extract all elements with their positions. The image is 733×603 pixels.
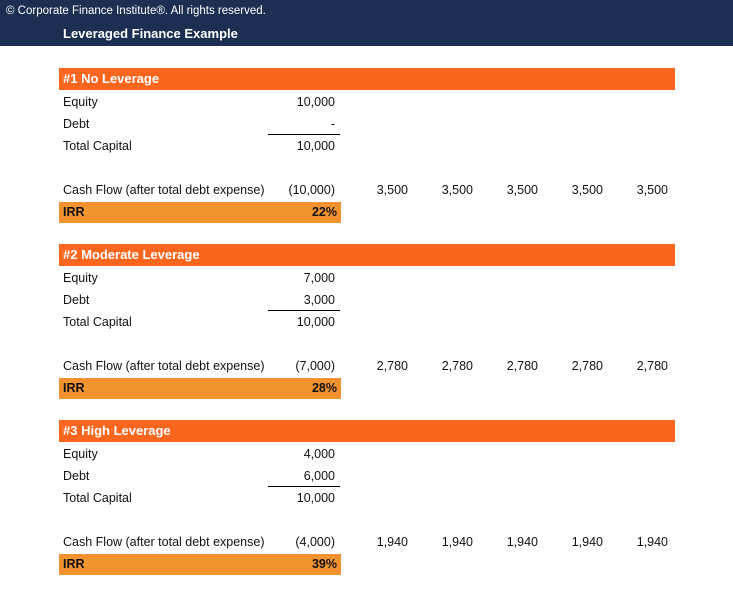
equity-label: Equity — [63, 95, 98, 109]
cash-flow-label: Cash Flow (after total debt expense) — [63, 183, 265, 197]
irr-value[interactable]: 39% — [311, 557, 337, 571]
debt-label: Debt — [63, 293, 90, 307]
cash-flow-year-1[interactable]: 2,780 — [376, 359, 408, 373]
irr-value[interactable]: 28% — [311, 381, 337, 395]
section-moderate-leverage: #2 Moderate Leverage Equity 7,000 Debt 3… — [0, 244, 733, 399]
cash-flow-year-3[interactable]: 3,500 — [506, 183, 538, 197]
section-title: #3 High Leverage — [59, 420, 675, 442]
cash-flow-year-0[interactable]: (7,000) — [295, 359, 335, 373]
sheet-title: Leveraged Finance Example — [63, 26, 238, 41]
section-title: #1 No Leverage — [59, 68, 675, 90]
cash-flow-year-2[interactable]: 1,940 — [441, 535, 473, 549]
debt-label: Debt — [63, 117, 90, 131]
equity-label: Equity — [63, 271, 98, 285]
cash-flow-year-2[interactable]: 2,780 — [441, 359, 473, 373]
total-capital-value[interactable]: 10,000 — [296, 315, 335, 329]
cash-flow-label: Cash Flow (after total debt expense) — [63, 535, 265, 549]
equity-value[interactable]: 4,000 — [303, 447, 335, 461]
equity-label: Equity — [63, 447, 98, 461]
debt-value[interactable]: 6,000 — [303, 469, 335, 483]
cash-flow-year-4[interactable]: 1,940 — [571, 535, 603, 549]
total-capital-value[interactable]: 10,000 — [296, 491, 335, 505]
debt-value[interactable]: 3,000 — [303, 293, 335, 307]
total-capital-value[interactable]: 10,000 — [296, 139, 335, 153]
cash-flow-year-0[interactable]: (10,000) — [288, 183, 335, 197]
cash-flow-year-5[interactable]: 1,940 — [636, 535, 668, 549]
cash-flow-year-5[interactable]: 2,780 — [636, 359, 668, 373]
section-high-leverage: #3 High Leverage Equity 4,000 Debt 6,000… — [0, 420, 733, 575]
debt-label: Debt — [63, 469, 90, 483]
irr-label: IRR — [63, 205, 85, 219]
copyright-text: © Corporate Finance Institute®. All righ… — [6, 5, 266, 17]
debt-value[interactable]: - — [330, 117, 335, 131]
equity-value[interactable]: 7,000 — [303, 271, 335, 285]
irr-row: IRR 22% — [59, 202, 341, 223]
irr-label: IRR — [63, 557, 85, 571]
irr-row: IRR 28% — [59, 378, 341, 399]
irr-label: IRR — [63, 381, 85, 395]
cash-flow-year-3[interactable]: 1,940 — [506, 535, 538, 549]
subtotal-rule — [268, 310, 340, 311]
total-capital-label: Total Capital — [63, 139, 132, 153]
cash-flow-year-5[interactable]: 3,500 — [636, 183, 668, 197]
cash-flow-year-2[interactable]: 3,500 — [441, 183, 473, 197]
cash-flow-year-1[interactable]: 3,500 — [376, 183, 408, 197]
section-title: #2 Moderate Leverage — [59, 244, 675, 266]
cash-flow-label: Cash Flow (after total debt expense) — [63, 359, 265, 373]
equity-value[interactable]: 10,000 — [296, 95, 335, 109]
sheet-header: © Corporate Finance Institute®. All righ… — [0, 0, 733, 46]
irr-row: IRR 39% — [59, 554, 341, 575]
cash-flow-year-4[interactable]: 3,500 — [571, 183, 603, 197]
subtotal-rule — [268, 486, 340, 487]
cash-flow-year-3[interactable]: 2,780 — [506, 359, 538, 373]
total-capital-label: Total Capital — [63, 491, 132, 505]
total-capital-label: Total Capital — [63, 315, 132, 329]
section-no-leverage: #1 No Leverage Equity 10,000 Debt - Tota… — [0, 68, 733, 223]
irr-value[interactable]: 22% — [311, 205, 337, 219]
subtotal-rule — [268, 134, 340, 135]
cash-flow-year-0[interactable]: (4,000) — [295, 535, 335, 549]
cash-flow-year-4[interactable]: 2,780 — [571, 359, 603, 373]
cash-flow-year-1[interactable]: 1,940 — [376, 535, 408, 549]
